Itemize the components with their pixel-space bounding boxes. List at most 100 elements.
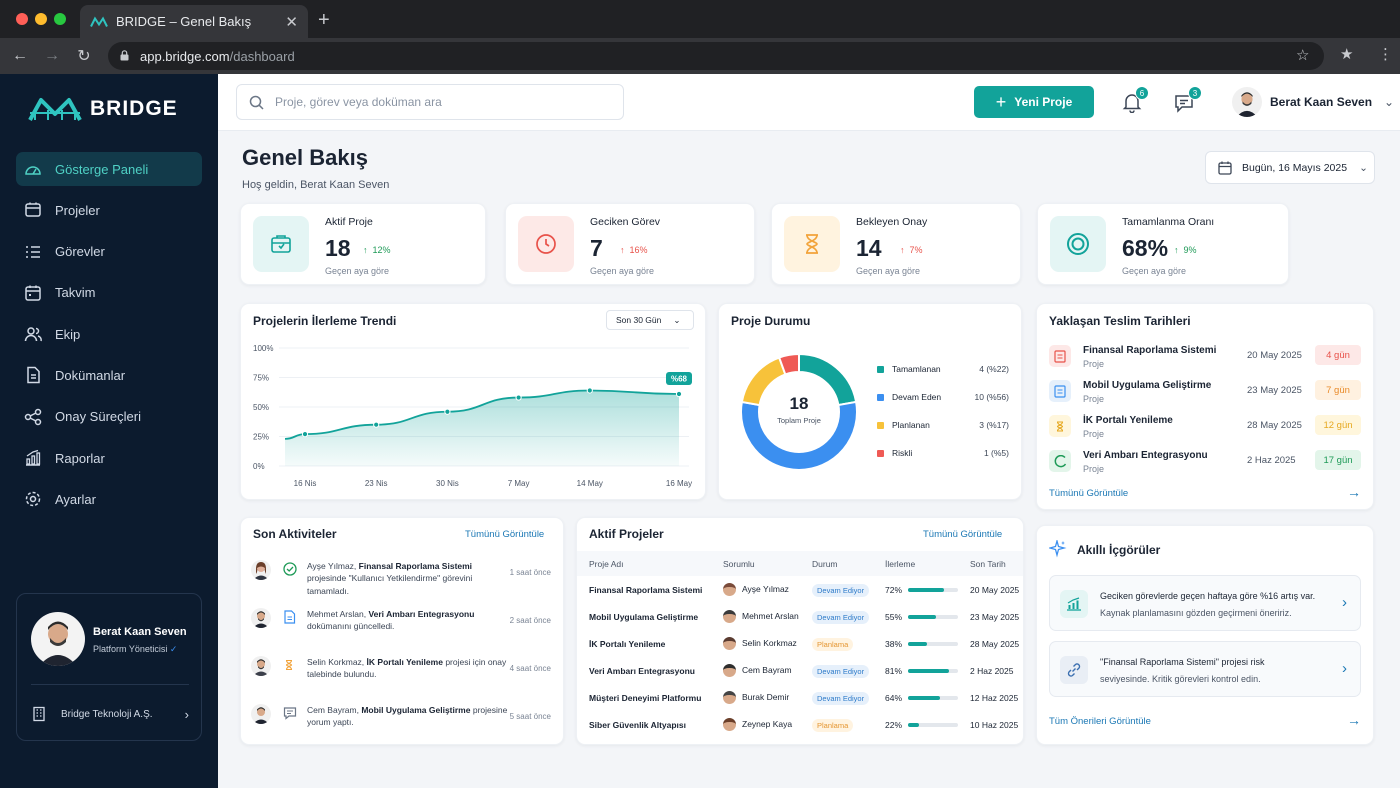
table-row[interactable]: Siber Güvenlik Altyapısı Zeynep Kaya Pla… — [577, 711, 1023, 738]
deadline-name: Veri Ambarı Entegrasyonu — [1083, 450, 1208, 461]
range-label: Son 30 Gün — [616, 315, 662, 325]
insight-item[interactable]: Geciken görevlerde geçen haftaya göre %1… — [1049, 575, 1361, 631]
url-field[interactable]: app.bridge.com/dashboard — [108, 42, 1324, 70]
sidebar-item-dashboard[interactable]: Gösterge Paneli — [16, 152, 202, 186]
insight-item[interactable]: "Finansal Raporlama Sistemi" projesi ris… — [1049, 641, 1361, 697]
activities-view-all-link[interactable]: Tümünü Görüntüle — [465, 529, 545, 540]
arrow-right-icon[interactable]: → — [1347, 484, 1361, 500]
trend-point[interactable] — [515, 394, 522, 401]
insights-view-all-link[interactable]: Tüm Önerileri Görüntüle — [1049, 716, 1151, 727]
close-window-icon[interactable] — [16, 13, 28, 25]
sidebar-item-label: Ekip — [55, 326, 81, 342]
deadline-row[interactable]: Mobil Uygulama Geliştirme Proje 23 May 2… — [1049, 378, 1363, 408]
profile-star-icon[interactable]: ★ — [1340, 46, 1354, 63]
close-tab-icon[interactable]: ✕ — [285, 13, 298, 31]
arrow-right-icon[interactable]: → — [1347, 712, 1361, 728]
column-header[interactable]: Durum — [800, 551, 873, 576]
donut-slice[interactable] — [740, 400, 858, 471]
bookmark-star-icon[interactable]: ☆ — [1296, 47, 1310, 64]
sidebar-item-label: Gösterge Paneli — [55, 161, 149, 177]
sidebar-item-label: Takvim — [55, 285, 96, 301]
sidebar-item-tasks[interactable]: Görevler — [16, 235, 202, 269]
trend-point[interactable] — [373, 421, 380, 428]
logo[interactable]: BRIDGE — [28, 96, 178, 122]
table-row[interactable]: Veri Ambarı Entegrasyonu Cem Bayram Deva… — [577, 657, 1023, 684]
deadline-name: Finansal Raporlama Sistemi — [1083, 345, 1217, 356]
activity-item[interactable]: Mehmet Arslan, Veri Ambarı Entegrasyonu … — [251, 608, 555, 648]
sidebar-item-team[interactable]: Ekip — [16, 317, 202, 351]
stat-card-active-projects[interactable]: Aktif Proje 18 ↑ 12% Geçen aya göre — [240, 203, 486, 285]
y-tick-label: 50% — [253, 403, 269, 412]
activity-item[interactable]: Ayşe Yılmaz, Finansal Raporlama Sistemi … — [251, 560, 555, 600]
stat-card-overdue-tasks[interactable]: Geciken Görev 7 ↑ 16% Geçen aya göre — [505, 203, 755, 285]
browser-tab[interactable]: BRIDGE – Genel Bakış ✕ — [80, 5, 308, 38]
search-input[interactable]: Proje, görev veya doküman ara — [236, 84, 624, 120]
sidebar-item-settings[interactable]: Ayarlar — [16, 482, 202, 516]
trend-point[interactable] — [675, 390, 683, 398]
activity-project: Veri Ambarı Entegrasyonu — [368, 609, 475, 619]
sidebar-item-approvals[interactable]: Onay Süreçleri — [16, 400, 202, 434]
document-icon — [1054, 384, 1066, 398]
donut-slice[interactable] — [777, 352, 800, 376]
deadlines-card: Yaklaşan Teslim Tarihleri Finansal Rapor… — [1036, 303, 1374, 510]
deadline-row[interactable]: İK Portalı Yenileme Proje 28 May 2025 12… — [1049, 413, 1363, 443]
table-row[interactable]: Finansal Raporlama Sistemi Ayşe Yılmaz D… — [577, 576, 1023, 603]
browser-menu-icon[interactable]: ⋮ — [1378, 46, 1393, 63]
activity-actor: Cem Bayram, — [307, 705, 359, 715]
legend-item[interactable]: Devam Eden 10 (%56) — [877, 390, 1009, 404]
sidebar-item-calendar[interactable]: Takvim — [16, 276, 202, 310]
activity-item[interactable]: Selin Korkmaz, İK Portalı Yenileme proje… — [251, 656, 555, 696]
table-row[interactable]: İK Portalı Yenileme Selin Korkmaz Planla… — [577, 630, 1023, 657]
project-progress: 22% — [873, 711, 959, 738]
deadline-row[interactable]: Finansal Raporlama Sistemi Proje 20 May … — [1049, 343, 1363, 373]
tab-title: BRIDGE – Genel Bakış — [116, 14, 252, 29]
new-project-button[interactable]: + Yeni Proje — [974, 86, 1094, 118]
column-header[interactable]: İlerleme — [873, 551, 959, 576]
stat-card-completion-rate[interactable]: Tamamlanma Oranı 68% ↑ 9% Geçen aya göre — [1037, 203, 1289, 285]
stat-change-value: 16% — [629, 245, 648, 255]
projects-view-all-link[interactable]: Tümünü Görüntüle — [923, 529, 1003, 540]
messages-button[interactable]: 3 — [1174, 86, 1202, 118]
maximize-window-icon[interactable] — [54, 13, 66, 25]
new-tab-icon[interactable]: + — [318, 9, 330, 31]
date-picker[interactable]: Bugün, 16 Mayıs 2025 ⌄ — [1205, 151, 1375, 184]
deadline-name: Mobil Uygulama Geliştirme — [1083, 380, 1212, 391]
stat-card-pending-approvals[interactable]: Bekleyen Onay 14 ↑ 7% Geçen aya göre — [771, 203, 1021, 285]
activity-item[interactable]: Cem Bayram, Mobil Uygulama Geliştirme pr… — [251, 704, 555, 744]
deadline-sub: Proje — [1083, 394, 1105, 404]
back-icon[interactable]: ← — [12, 47, 28, 64]
deadlines-view-all-link[interactable]: Tümünü Görüntüle — [1049, 488, 1129, 499]
range-select[interactable]: Son 30 Gün ⌄ — [606, 310, 694, 330]
legend-item[interactable]: Riskli 1 (%5) — [877, 446, 1009, 460]
deadline-row[interactable]: Veri Ambarı Entegrasyonu Proje 2 Haz 202… — [1049, 448, 1363, 478]
column-header[interactable]: Proje Adı — [577, 551, 711, 576]
status-donut-chart — [740, 352, 858, 471]
minimize-window-icon[interactable] — [35, 13, 47, 25]
reload-icon[interactable]: ↻ — [77, 48, 91, 65]
user-menu[interactable]: Berat Kaan Seven ⌄ — [1232, 87, 1394, 117]
trend-point[interactable] — [586, 387, 593, 394]
table-row[interactable]: Müşteri Deneyimi Platformu Burak Demir D… — [577, 684, 1023, 711]
forward-icon[interactable]: → — [44, 47, 60, 64]
bridge-favicon-icon — [90, 16, 108, 27]
legend-swatch — [877, 393, 884, 401]
url-host: app.bridge.com — [140, 48, 230, 64]
progress-fill — [908, 723, 920, 728]
notifications-button[interactable]: 6 — [1122, 86, 1149, 118]
sidebar-user-card[interactable]: Berat Kaan Seven Platform Yöneticisi ✓ B… — [16, 593, 202, 741]
legend-item[interactable]: Planlanan 3 (%17) — [877, 418, 1009, 432]
column-header[interactable]: Sorumlu — [711, 551, 800, 576]
sidebar-item-reports[interactable]: Raporlar — [16, 441, 202, 475]
company-switcher[interactable]: Bridge Teknoloji A.Ş. › — [31, 706, 189, 722]
url-path: /dashboard — [229, 48, 295, 64]
legend-item[interactable]: Tamamlanan 4 (%22) — [877, 362, 1009, 376]
table-row[interactable]: Mobil Uygulama Geliştirme Mehmet Arslan … — [577, 603, 1023, 630]
hourglass-icon — [285, 659, 293, 671]
column-header[interactable]: Son Tarih — [958, 551, 1023, 576]
trend-point[interactable] — [301, 431, 309, 438]
sidebar-item-projects[interactable]: Projeler — [16, 193, 202, 227]
sidebar-item-documents[interactable]: Dokümanlar — [16, 358, 202, 392]
trend-point[interactable] — [444, 408, 451, 415]
arrow-up-icon: ↑ — [900, 245, 905, 255]
project-due: 12 Haz 2025 — [970, 692, 1019, 703]
